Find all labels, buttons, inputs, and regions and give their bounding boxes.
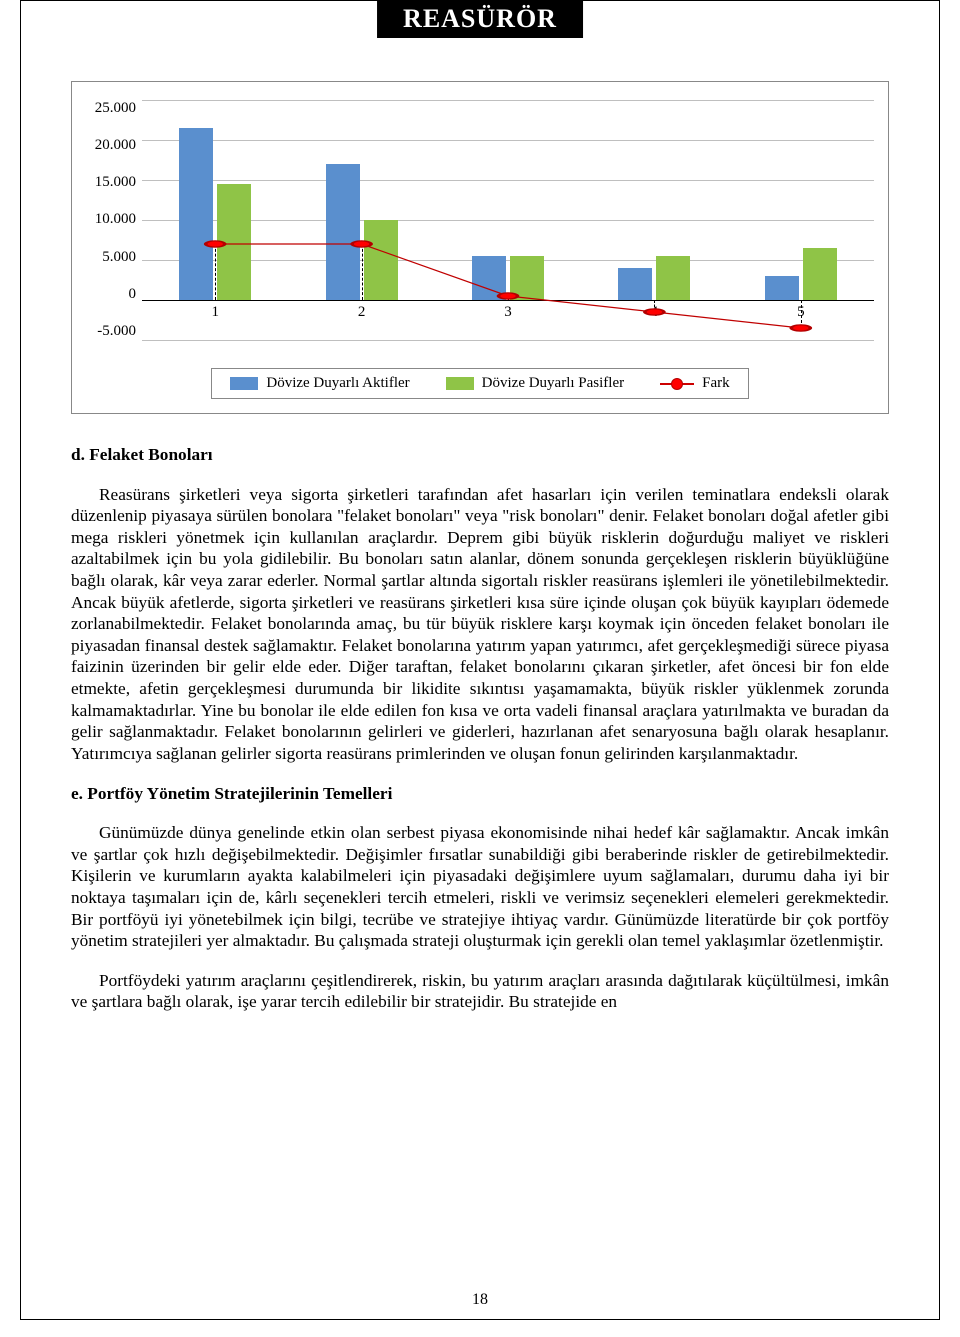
legend-label: Dövize Duyarlı Aktifler <box>266 375 409 392</box>
ytick: 20.000 <box>86 137 136 154</box>
ytick: 10.000 <box>86 211 136 228</box>
section-e-heading: e. Portföy Yönetim Stratejilerinin Temel… <box>71 783 889 805</box>
legend: Dövize Duyarlı Aktifler Dövize Duyarlı P… <box>211 368 748 399</box>
legend-item-fark: Fark <box>660 375 730 392</box>
ytick: 5.000 <box>86 249 136 266</box>
plot-region: 12345 <box>142 100 874 340</box>
section-d-heading: d. Felaket Bonoları <box>71 444 889 466</box>
legend-item-pasifler: Dövize Duyarlı Pasifler <box>446 375 624 392</box>
paragraph: Portföydeki yatırım araçlarını çeşitlend… <box>71 970 889 1013</box>
swatch-aktifler <box>230 377 258 390</box>
title-tab: REASÜRÖR <box>377 0 583 38</box>
legend-item-aktifler: Dövize Duyarlı Aktifler <box>230 375 409 392</box>
swatch-fark <box>660 383 694 385</box>
bar-groups <box>142 100 874 340</box>
legend-label: Dövize Duyarlı Pasifler <box>482 375 624 392</box>
ytick: -5.000 <box>86 323 136 340</box>
y-axis-labels: 25.000 20.000 15.000 10.000 5.000 0 -5.0… <box>86 100 142 340</box>
page-frame: REASÜRÖR 25.000 20.000 15.000 10.000 5.0… <box>20 0 940 1320</box>
swatch-pasifler <box>446 377 474 390</box>
page-number: 18 <box>472 1291 488 1309</box>
ytick: 15.000 <box>86 174 136 191</box>
legend-label: Fark <box>702 375 730 392</box>
paragraph: Reasürans şirketleri veya sigorta şirket… <box>71 484 889 765</box>
ytick: 25.000 <box>86 100 136 117</box>
ytick: 0 <box>86 286 136 303</box>
body-text: d. Felaket Bonoları Reasürans şirketleri… <box>71 444 889 1013</box>
chart-panel: 25.000 20.000 15.000 10.000 5.000 0 -5.0… <box>71 81 889 414</box>
paragraph: Günümüzde dünya genelinde etkin olan ser… <box>71 822 889 952</box>
chart-area: 25.000 20.000 15.000 10.000 5.000 0 -5.0… <box>86 100 874 340</box>
